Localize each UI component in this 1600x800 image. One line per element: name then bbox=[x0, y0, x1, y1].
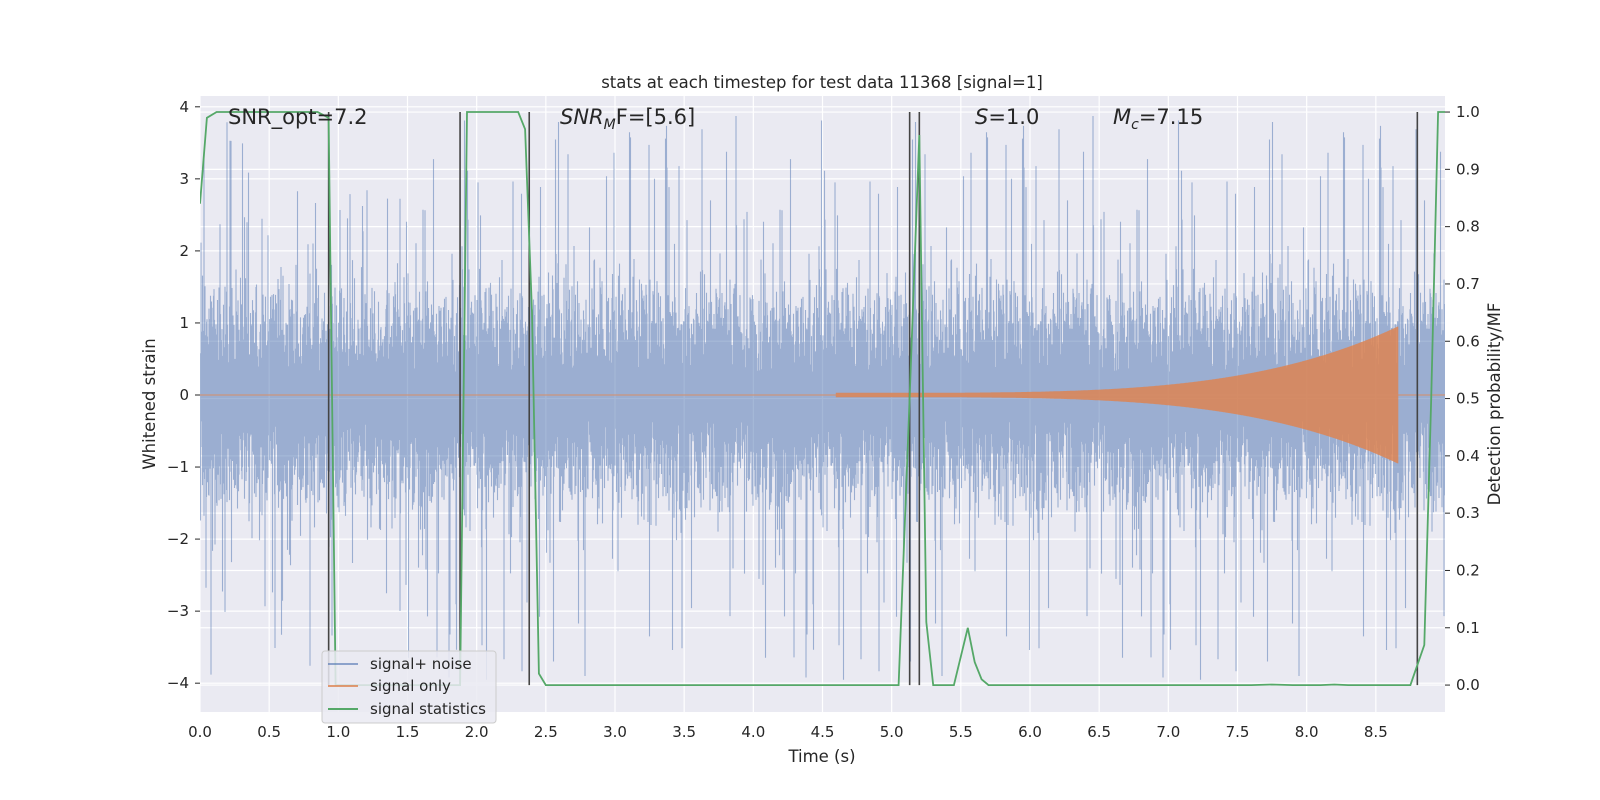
series-signal-only bbox=[200, 326, 1445, 464]
y2-tick-label: 1.0 bbox=[1456, 103, 1480, 121]
y-tick-label: −2 bbox=[167, 530, 189, 548]
y-tick-label: −3 bbox=[167, 602, 189, 620]
x-tick-label: 6.0 bbox=[1018, 723, 1042, 741]
legend-label-signal-noise: signal+ noise bbox=[370, 655, 472, 673]
annotation-snr-mf-rest: F=[5.6] bbox=[616, 105, 695, 129]
x-tick-label: 6.5 bbox=[1087, 723, 1111, 741]
y-tick-label: 1 bbox=[179, 314, 189, 332]
x-tick-label: 4.5 bbox=[811, 723, 835, 741]
y-axis-ticks: 4 3 2 1 0 −1 −2 −3 −4 bbox=[167, 98, 200, 692]
legend: signal+ noise signal only signal statist… bbox=[321, 650, 497, 724]
x-tick-label: 2.5 bbox=[534, 723, 558, 741]
annotation-mc-base: M bbox=[1113, 105, 1131, 129]
annotation-s: S=1.0 bbox=[975, 105, 1039, 129]
x-tick-label: 3.5 bbox=[672, 723, 696, 741]
legend-label-signal-only: signal only bbox=[370, 677, 451, 695]
annotation-s-var: S bbox=[975, 105, 988, 129]
y2-tick-label: 0.5 bbox=[1456, 390, 1480, 408]
y2-axis-label: Detection probability/MF bbox=[1485, 303, 1504, 506]
y2-tick-label: 0.4 bbox=[1456, 447, 1480, 465]
y2-tick-label: 0.2 bbox=[1456, 561, 1480, 579]
annotation-snr-mf: SNRMF=[5.6] bbox=[560, 105, 695, 133]
x-tick-label: 4.0 bbox=[741, 723, 765, 741]
y-tick-label: 3 bbox=[179, 170, 189, 188]
x-tick-label: 1.0 bbox=[326, 723, 350, 741]
detection-markers bbox=[327, 112, 1419, 686]
y2-tick-label: 0.9 bbox=[1456, 160, 1480, 178]
x-tick-label: 1.5 bbox=[396, 723, 420, 741]
annotation-snr-opt: SNR_opt=7.2 bbox=[228, 105, 368, 130]
legend-box bbox=[321, 650, 497, 724]
y2-tick-label: 0.0 bbox=[1456, 676, 1480, 694]
y-tick-label: 2 bbox=[179, 242, 189, 260]
y-tick-label: −4 bbox=[167, 674, 189, 692]
y-tick-label: 4 bbox=[179, 98, 189, 116]
annotation-s-rest: =1.0 bbox=[988, 105, 1039, 129]
legend-label-signal-statistics: signal statistics bbox=[370, 700, 486, 718]
y2-axis-ticks: 1.0 0.9 0.8 0.7 0.6 0.5 0.4 0.3 0.2 0.1 0.0 bbox=[1445, 103, 1480, 694]
x-tick-label: 8.0 bbox=[1295, 723, 1319, 741]
y2-tick-label: 0.3 bbox=[1456, 504, 1480, 522]
x-tick-label: 7.5 bbox=[1226, 723, 1250, 741]
x-tick-label: 2.0 bbox=[465, 723, 489, 741]
y2-tick-label: 0.8 bbox=[1456, 218, 1480, 236]
annotation-mc-rest: =7.15 bbox=[1139, 105, 1203, 129]
annotation-mc-sub: c bbox=[1131, 117, 1139, 133]
y-tick-label: −1 bbox=[167, 458, 189, 476]
annotation-snr-mf-sub: M bbox=[604, 117, 616, 133]
x-tick-label: 3.0 bbox=[603, 723, 627, 741]
annotation-snr-mf-base: SNR bbox=[560, 105, 604, 129]
x-tick-label: 0.0 bbox=[188, 723, 212, 741]
x-axis-ticks: 0.0 0.5 1.0 1.5 2.0 2.5 3.0 3.5 4.0 4.5 5.0 5.5 6.0 6… bbox=[188, 723, 1388, 741]
series-signal-statistics bbox=[200, 111, 1445, 686]
x-tick-label: 7.0 bbox=[1156, 723, 1180, 741]
x-tick-label: 5.0 bbox=[880, 723, 904, 741]
x-tick-label: 0.5 bbox=[257, 723, 281, 741]
x-axis-label: Time (s) bbox=[787, 747, 855, 766]
chart-title: stats at each timestep for test data 113… bbox=[601, 73, 1043, 92]
y2-tick-label: 0.6 bbox=[1456, 332, 1480, 350]
y2-tick-label: 0.1 bbox=[1456, 619, 1480, 637]
plot-series bbox=[200, 111, 1445, 686]
x-tick-label: 8.5 bbox=[1364, 723, 1388, 741]
y-tick-label: 0 bbox=[179, 386, 189, 404]
y2-tick-label: 0.7 bbox=[1456, 275, 1480, 293]
x-tick-label: 5.5 bbox=[949, 723, 973, 741]
y-axis-label: Whitened strain bbox=[140, 338, 159, 469]
annotation-mc: Mc=7.15 bbox=[1113, 105, 1203, 133]
